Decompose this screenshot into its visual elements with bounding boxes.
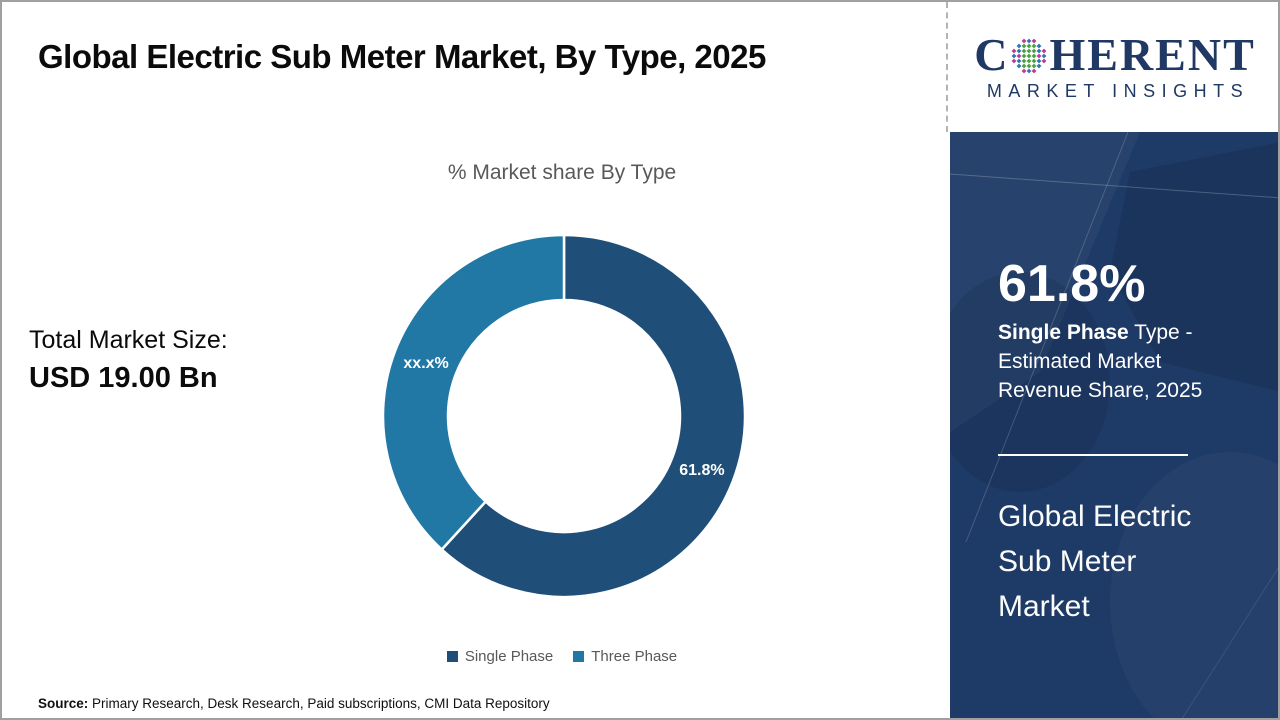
legend-label-three-phase: Three Phase bbox=[591, 648, 678, 665]
globe-dot bbox=[1022, 63, 1027, 69]
donut-chart: 61.8% xx.x% bbox=[381, 233, 747, 599]
globe-dot bbox=[1027, 43, 1032, 49]
sidebar-highlight-segment: Single Phase bbox=[998, 321, 1129, 344]
globe-dot bbox=[1037, 63, 1042, 69]
logo-letter-c: C bbox=[974, 29, 1010, 80]
globe-dot bbox=[1037, 58, 1042, 64]
globe-dot bbox=[1032, 63, 1037, 69]
globe-dot bbox=[1012, 53, 1017, 59]
slice-label-three-phase: xx.x% bbox=[403, 355, 448, 372]
globe-dot bbox=[1022, 43, 1027, 49]
world-map-texture bbox=[950, 132, 1278, 718]
brand-logo-subtitle: MARKET INSIGHTS bbox=[986, 81, 1250, 101]
globe-dot bbox=[1027, 38, 1032, 44]
donut-segment-three-phase bbox=[381, 233, 566, 551]
globe-dot bbox=[1032, 43, 1037, 49]
logo-letters-herent: HERENT bbox=[1049, 29, 1256, 80]
globe-dot bbox=[1032, 48, 1037, 54]
globe-dot bbox=[1017, 63, 1022, 69]
globe-dot bbox=[1027, 58, 1032, 64]
globe-dot bbox=[1027, 63, 1032, 69]
legend-item-three-phase: Three Phase bbox=[573, 648, 677, 665]
sidebar-highlight-description: Single Phase Type - Estimated Market Rev… bbox=[998, 318, 1230, 405]
source-note: Source: Primary Research, Desk Research,… bbox=[38, 696, 550, 711]
globe-dot bbox=[1032, 38, 1037, 44]
globe-dot bbox=[1027, 68, 1032, 74]
globe-dot bbox=[1042, 48, 1047, 54]
globe-dot bbox=[1027, 53, 1032, 59]
brand-logo: C HERENT MARKET INSIGHTS bbox=[950, 2, 1278, 132]
sidebar-highlight-value: 61.8% bbox=[998, 255, 1146, 313]
legend-swatch-single-phase bbox=[446, 651, 458, 662]
total-market-size-value: USD 19.00 Bn bbox=[29, 362, 218, 394]
legend-swatch-three-phase bbox=[573, 651, 585, 662]
total-market-size-block: Total Market Size: USD 19.00 Bn bbox=[29, 326, 228, 395]
total-market-size-label: Total Market Size: bbox=[29, 326, 228, 354]
globe-dot bbox=[1012, 58, 1017, 64]
globe-dot bbox=[1017, 48, 1022, 54]
globe-dot bbox=[1032, 58, 1037, 64]
source-label: Source: bbox=[38, 696, 89, 711]
source-text: Primary Research, Desk Research, Paid su… bbox=[88, 696, 550, 711]
globe-dot bbox=[1022, 53, 1027, 59]
sidebar-highlight-rest: Type - Estimated Market Revenue Share, 2… bbox=[998, 321, 1203, 402]
globe-dot bbox=[1027, 48, 1032, 54]
sidebar-panel: 61.8% Single Phase Type - Estimated Mark… bbox=[950, 132, 1278, 718]
globe-dot bbox=[1017, 43, 1022, 49]
header-dashed-divider bbox=[946, 2, 948, 132]
globe-icon bbox=[1012, 38, 1047, 74]
chart-title: % Market share By Type bbox=[447, 161, 677, 184]
globe-dot bbox=[1022, 38, 1027, 44]
globe-dot bbox=[1012, 48, 1017, 54]
globe-dot bbox=[1017, 58, 1022, 64]
globe-dot bbox=[1042, 53, 1047, 59]
globe-dot bbox=[1017, 53, 1022, 59]
slice-label-single-phase: 61.8% bbox=[679, 462, 724, 479]
donut-segment-single-phase bbox=[440, 233, 747, 599]
globe-dot bbox=[1022, 68, 1027, 74]
globe-dot bbox=[1032, 53, 1037, 59]
globe-dot bbox=[1037, 53, 1042, 59]
legend-item-single-phase: Single Phase bbox=[446, 648, 554, 665]
globe-dot bbox=[1042, 58, 1047, 64]
globe-dot bbox=[1022, 58, 1027, 64]
sidebar-divider bbox=[998, 454, 1188, 456]
globe-dot bbox=[1032, 68, 1037, 74]
globe-dot bbox=[1022, 48, 1027, 54]
globe-dot bbox=[1037, 43, 1042, 49]
chart-legend: Single Phase Three Phase bbox=[202, 648, 922, 665]
legend-label-single-phase: Single Phase bbox=[464, 648, 554, 665]
globe-dot bbox=[1037, 48, 1042, 54]
brand-logo-wordmark: C HERENT bbox=[974, 32, 1256, 78]
sidebar-market-name: Global Electric Sub Meter Market bbox=[998, 500, 1192, 623]
page-title: Global Electric Sub Meter Market, By Typ… bbox=[38, 38, 766, 75]
